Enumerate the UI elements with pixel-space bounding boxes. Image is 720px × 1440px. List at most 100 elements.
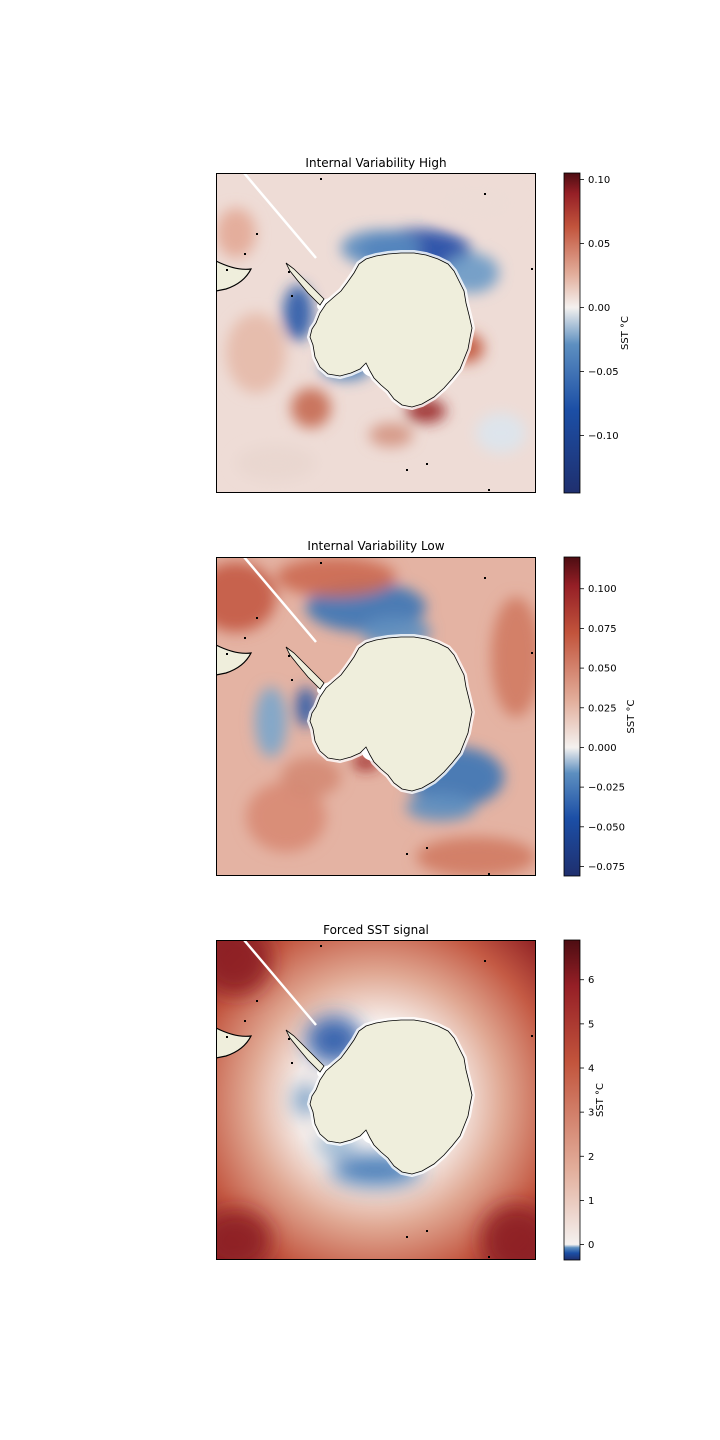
island-0-6	[320, 178, 322, 180]
colorbar-tick-label: 0.000	[588, 743, 617, 754]
map-frame	[216, 557, 536, 876]
colorbar-label: SST °C	[620, 316, 631, 350]
island-2-8	[426, 1230, 428, 1232]
panel-1: Internal Variability High −0.10 −0.05 0.00 0…	[216, 156, 631, 494]
island-0-5	[531, 268, 533, 270]
island-2-5	[531, 1035, 533, 1037]
island-0-10	[406, 469, 408, 471]
colorbar-tick-label: 0.100	[588, 584, 617, 595]
colorbar-tick-label: 0.10	[588, 175, 610, 186]
island-0-2	[288, 271, 290, 273]
colorbar-tick-label: 1	[588, 1196, 594, 1207]
anomaly-region	[216, 1210, 271, 1260]
antarctic-peninsula	[285, 646, 325, 690]
colorbar-tick-label: −0.075	[588, 862, 625, 873]
colorbar-tick-label: −0.025	[588, 783, 625, 794]
map-frame	[216, 173, 536, 493]
colorbar-tick-label: 5	[588, 1019, 594, 1030]
colorbar-tick-label: 6	[588, 975, 594, 986]
colorbar-tick-label: 0.00	[588, 303, 610, 314]
colorbar-tick-label: −0.05	[588, 367, 619, 378]
sst-field	[216, 557, 538, 876]
south-america-tip	[216, 260, 253, 292]
anomaly-region	[246, 782, 326, 852]
colorbar-tick-label: −0.10	[588, 431, 619, 442]
south-america-tip	[216, 644, 253, 676]
colorbar-tick-label: 0.05	[588, 239, 610, 250]
anomaly-region	[281, 757, 341, 797]
colorbar-tick-label: 4	[588, 1064, 594, 1075]
colorbar-tick-label: 3	[588, 1108, 594, 1119]
island-0-1	[244, 253, 246, 255]
antarctic-peninsula	[285, 262, 325, 306]
colorbar-tick-label: 0	[588, 1240, 594, 1251]
colorbar	[563, 556, 581, 877]
island-1-4	[536, 667, 538, 669]
island-0-0	[226, 269, 228, 271]
panel-title: Forced SST signal	[323, 923, 429, 937]
anomaly-region	[416, 837, 536, 876]
antarctica-land	[309, 1019, 473, 1175]
colorbar-label: SST °C	[595, 1083, 606, 1117]
panel-2: Internal Variability Low −0.075 −0.050 −0.0…	[216, 539, 637, 877]
missing-data-stripe	[243, 173, 317, 259]
island-1-2	[288, 655, 290, 657]
sst-field	[216, 940, 536, 1260]
island-1-6	[320, 562, 322, 564]
island-2-6	[320, 945, 322, 947]
island-0-3	[291, 295, 293, 297]
anomaly-region	[291, 388, 331, 428]
anomaly-region	[369, 423, 413, 447]
panel-title: Internal Variability High	[305, 156, 446, 170]
island-0-4	[536, 283, 538, 285]
island-0-7	[484, 193, 486, 195]
anomaly-region	[236, 445, 316, 481]
anomaly-region	[276, 557, 396, 597]
island-1-10	[406, 853, 408, 855]
panel-3: Forced SST signal 0 1 2 3 4 5 6 SST °C	[216, 923, 606, 1261]
island-0-9	[488, 489, 490, 491]
island-0-11	[256, 233, 258, 235]
antarctica-land	[309, 636, 473, 792]
anomaly-region	[491, 597, 536, 717]
colorbar	[563, 939, 581, 1261]
south-america-tip	[216, 1027, 253, 1059]
island-1-11	[256, 617, 258, 619]
anomaly-region	[476, 413, 526, 453]
panel-title: Internal Variability Low	[307, 539, 444, 553]
anomaly-region	[283, 285, 313, 341]
island-1-9	[488, 873, 490, 875]
colorbar-label: SST °C	[626, 700, 637, 734]
island-2-2	[288, 1038, 290, 1040]
antarctic-peninsula	[285, 1029, 325, 1073]
colorbar	[563, 172, 581, 494]
missing-data-stripe	[243, 940, 317, 1026]
island-2-10	[406, 1236, 408, 1238]
island-2-7	[484, 960, 486, 962]
anomaly-region	[226, 313, 286, 393]
colorbar-tick-label: 0.050	[588, 664, 617, 675]
island-1-7	[484, 577, 486, 579]
colorbar-tick-label: 0.025	[588, 703, 617, 714]
island-2-3	[291, 1062, 293, 1064]
anomaly-region	[481, 1205, 536, 1260]
island-2-9	[488, 1256, 490, 1258]
island-1-0	[226, 653, 228, 655]
island-0-8	[426, 463, 428, 465]
anomaly-region	[436, 183, 516, 223]
island-2-1	[244, 1020, 246, 1022]
missing-data-stripe	[243, 557, 317, 643]
map-frame	[216, 940, 536, 1260]
island-2-0	[226, 1036, 228, 1038]
anomaly-region	[216, 562, 276, 632]
anomaly-region	[255, 687, 287, 757]
island-1-3	[291, 679, 293, 681]
island-2-11	[256, 1000, 258, 1002]
island-1-8	[426, 847, 428, 849]
island-1-1	[244, 637, 246, 639]
antarctica-land	[309, 252, 473, 408]
anomaly-region	[216, 208, 256, 258]
colorbar-tick-label: 0.075	[588, 624, 617, 635]
island-1-5	[531, 652, 533, 654]
